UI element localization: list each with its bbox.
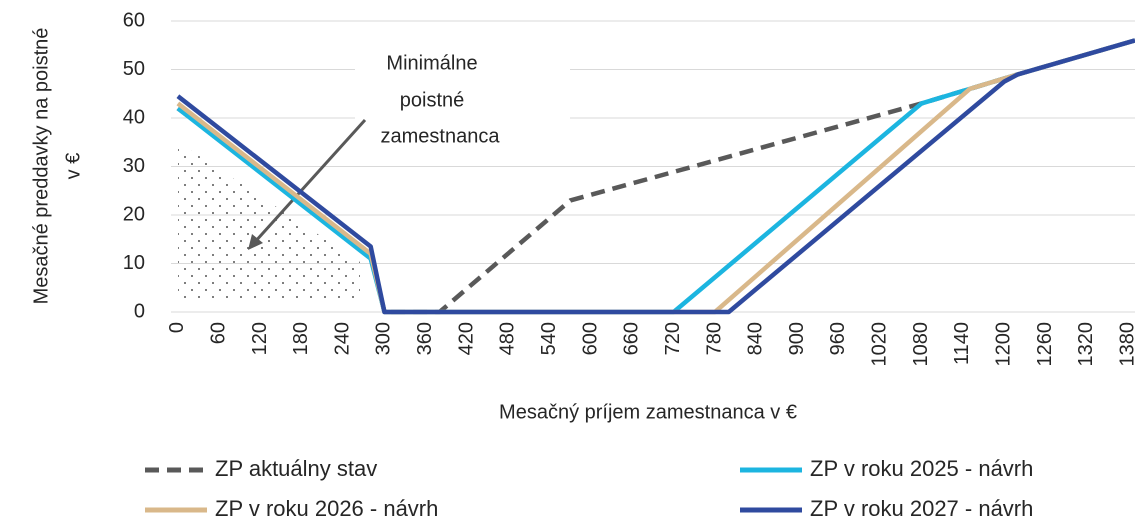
x-tick-label: 300 [373, 322, 395, 355]
annotation: poistné [400, 89, 465, 111]
legend-label: ZP v roku 2027 - návrh [810, 496, 1033, 521]
x-tick-label: 660 [621, 322, 643, 355]
legend-label: ZP aktuálny stav [215, 456, 377, 481]
x-tick-label: 0 [166, 322, 188, 333]
legend-label: ZP v roku 2025 - návrh [810, 456, 1033, 481]
x-tick-label: 480 [497, 322, 519, 355]
x-axis-label: Mesačný príjem zamestnanca v € [499, 401, 797, 423]
x-tick-label: 1260 [1034, 322, 1056, 367]
y-tick-label: 50 [123, 58, 145, 80]
x-tick-label: 360 [414, 322, 436, 355]
y-axis-label: v € [62, 153, 84, 180]
series-line [176, 38, 1135, 315]
x-tick-label: 60 [207, 322, 229, 344]
y-tick-label: 30 [123, 155, 145, 177]
annotation: Minimálne [386, 52, 477, 74]
x-tick-label: 540 [538, 322, 560, 355]
x-tick-label: 1080 [910, 322, 932, 367]
legend-label: ZP v roku 2026 - návrh [215, 496, 438, 521]
x-tick-label: 240 [331, 322, 353, 355]
x-tick-label: 1140 [951, 322, 973, 365]
x-tick-label: 840 [745, 322, 767, 355]
x-tick-label: 960 [827, 322, 849, 355]
annotation-box [355, 44, 570, 154]
x-tick-label: 180 [290, 322, 312, 355]
x-tick-label: 720 [662, 322, 684, 355]
annotation: zamestnanca [381, 125, 501, 147]
x-tick-label: 600 [579, 322, 601, 355]
y-tick-label: 60 [123, 9, 145, 31]
y-tick-label: 40 [123, 106, 145, 128]
x-tick-label: 120 [249, 322, 271, 355]
x-tick-label: 780 [703, 322, 725, 355]
x-tick-label: 1020 [869, 322, 891, 367]
annotation-arrow [252, 118, 367, 245]
annotation-arrowhead [248, 234, 263, 250]
x-tick-label: 1200 [992, 322, 1014, 367]
x-tick-label: 420 [455, 322, 477, 355]
x-tick-label: 1380 [1116, 322, 1135, 367]
y-axis-label: Mesačné preddavky na poistné [30, 28, 52, 305]
x-tick-label: 1320 [1075, 322, 1097, 367]
y-tick-label: 20 [123, 203, 145, 225]
shaded-area [178, 142, 360, 302]
y-tick-label: 10 [123, 252, 145, 274]
x-tick-label: 900 [786, 322, 808, 355]
y-tick-label: 0 [134, 300, 145, 322]
